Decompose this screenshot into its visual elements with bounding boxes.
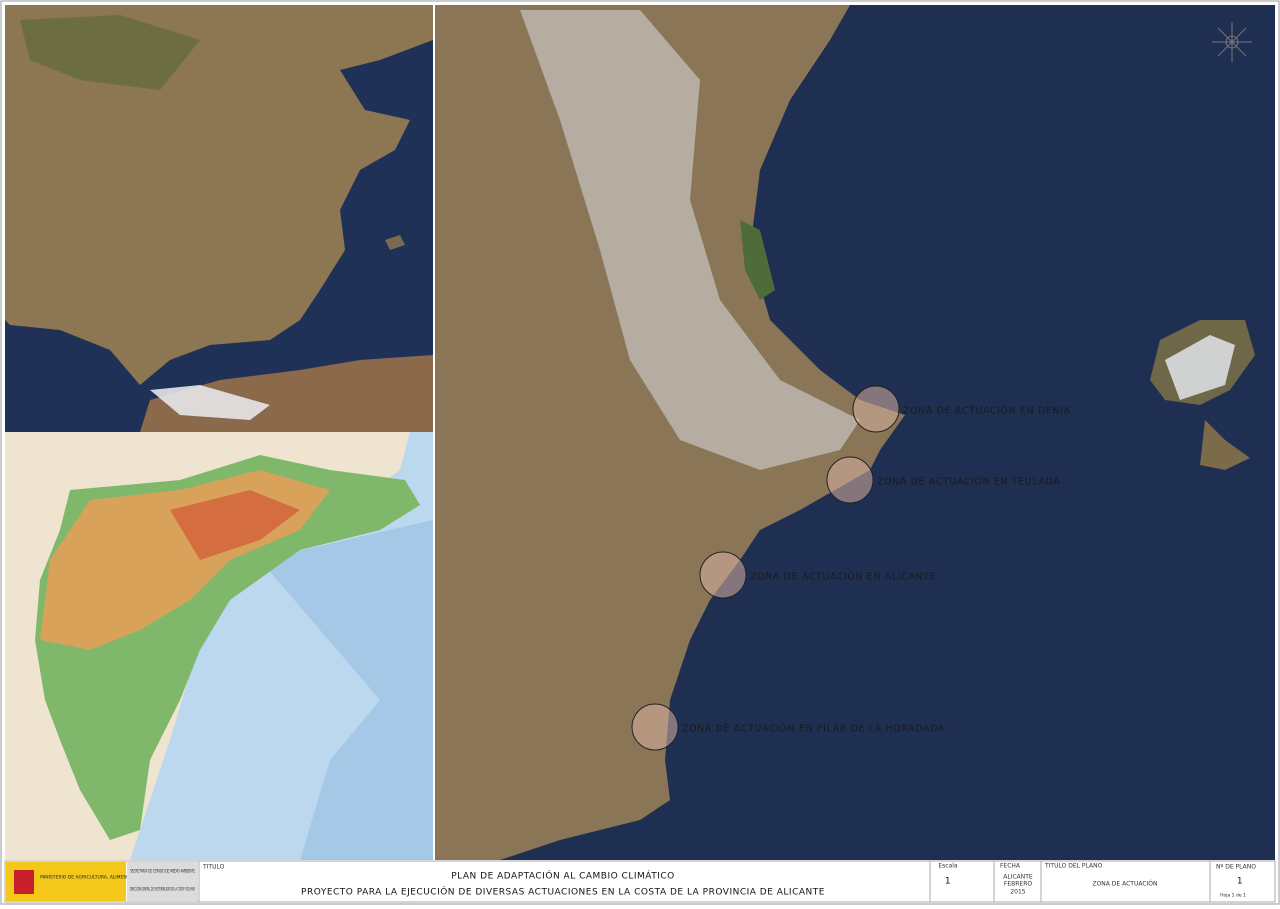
relief-peaks (170, 490, 300, 560)
zone-marker (631, 703, 679, 751)
zone-marker (852, 385, 900, 433)
province-map (5, 432, 433, 860)
zone-marker (699, 551, 747, 599)
scale-value: 1 (945, 877, 951, 887)
title-line-1: PLAN DE ADAPTACIÓN AL CAMBIO CLIMÁTICO (451, 870, 675, 882)
land (5, 5, 433, 385)
plan-number-label: Nº DE PLANO (1216, 864, 1256, 871)
ibiza-clouds (1165, 335, 1235, 400)
clouds (520, 10, 860, 470)
logo-ministry: MINISTERIO DE AGRICULTURA, ALIMENTACIÓN … (40, 874, 189, 881)
zone-label: ZONA DE ACTUACIÓN EN PILAR DE LA HORADAD… (682, 723, 945, 735)
date-year: 2015 (1010, 889, 1025, 896)
clouds (150, 385, 270, 420)
land-green (20, 15, 200, 90)
balearics (385, 235, 405, 250)
formentera (1200, 420, 1250, 470)
sheet-number: Hoja 1 de 1 (1220, 893, 1246, 899)
plan-title-label: TITULO DEL PLANO (1044, 863, 1103, 870)
logo-grey (127, 862, 198, 901)
zone-marker (826, 456, 874, 504)
mainland (435, 5, 905, 860)
zone-label: ZONA DE ACTUACIÓN EN DENIA (903, 405, 1071, 417)
zone-label: ZONA DE ACTUACIÓN EN TEULADA (877, 476, 1060, 488)
title-line-2: PROYECTO PARA LA EJECUCIÓN DE DIVERSAS A… (301, 886, 825, 898)
plan-number: 1 (1237, 877, 1243, 887)
zone-label: ZONA DE ACTUACIÓN EN ALICANTE (750, 571, 936, 583)
date-label: FECHA (1000, 863, 1021, 870)
title-block-frame (4, 860, 1276, 903)
deep-sea (260, 520, 433, 860)
compass-rose (1212, 22, 1252, 62)
coat-of-arms (14, 870, 34, 894)
date-place: ALICANTE (1003, 874, 1033, 881)
logo-directorate: DIRECCIÓN GENERAL DE SOSTENIBILIDAD DE L… (130, 886, 195, 893)
albufera (740, 220, 775, 300)
date-month: FEBRERO (1004, 881, 1032, 888)
title-block: MINISTERIO DE AGRICULTURA, ALIMENTACIÓN … (4, 860, 1276, 903)
title-label: TITULO (202, 864, 225, 871)
scale-label: Escala (938, 863, 958, 870)
plan-title: ZONA DE ACTUACIÓN (1092, 881, 1157, 888)
logo-secretariat: SECRETARÍA DE ESTADO DE MEDIO AMBIENTE (130, 868, 195, 875)
main-map: ZONA DE ACTUACIÓN EN DENIA ZONA DE ACTUAC… (435, 5, 1275, 860)
iberia-map (5, 5, 433, 432)
